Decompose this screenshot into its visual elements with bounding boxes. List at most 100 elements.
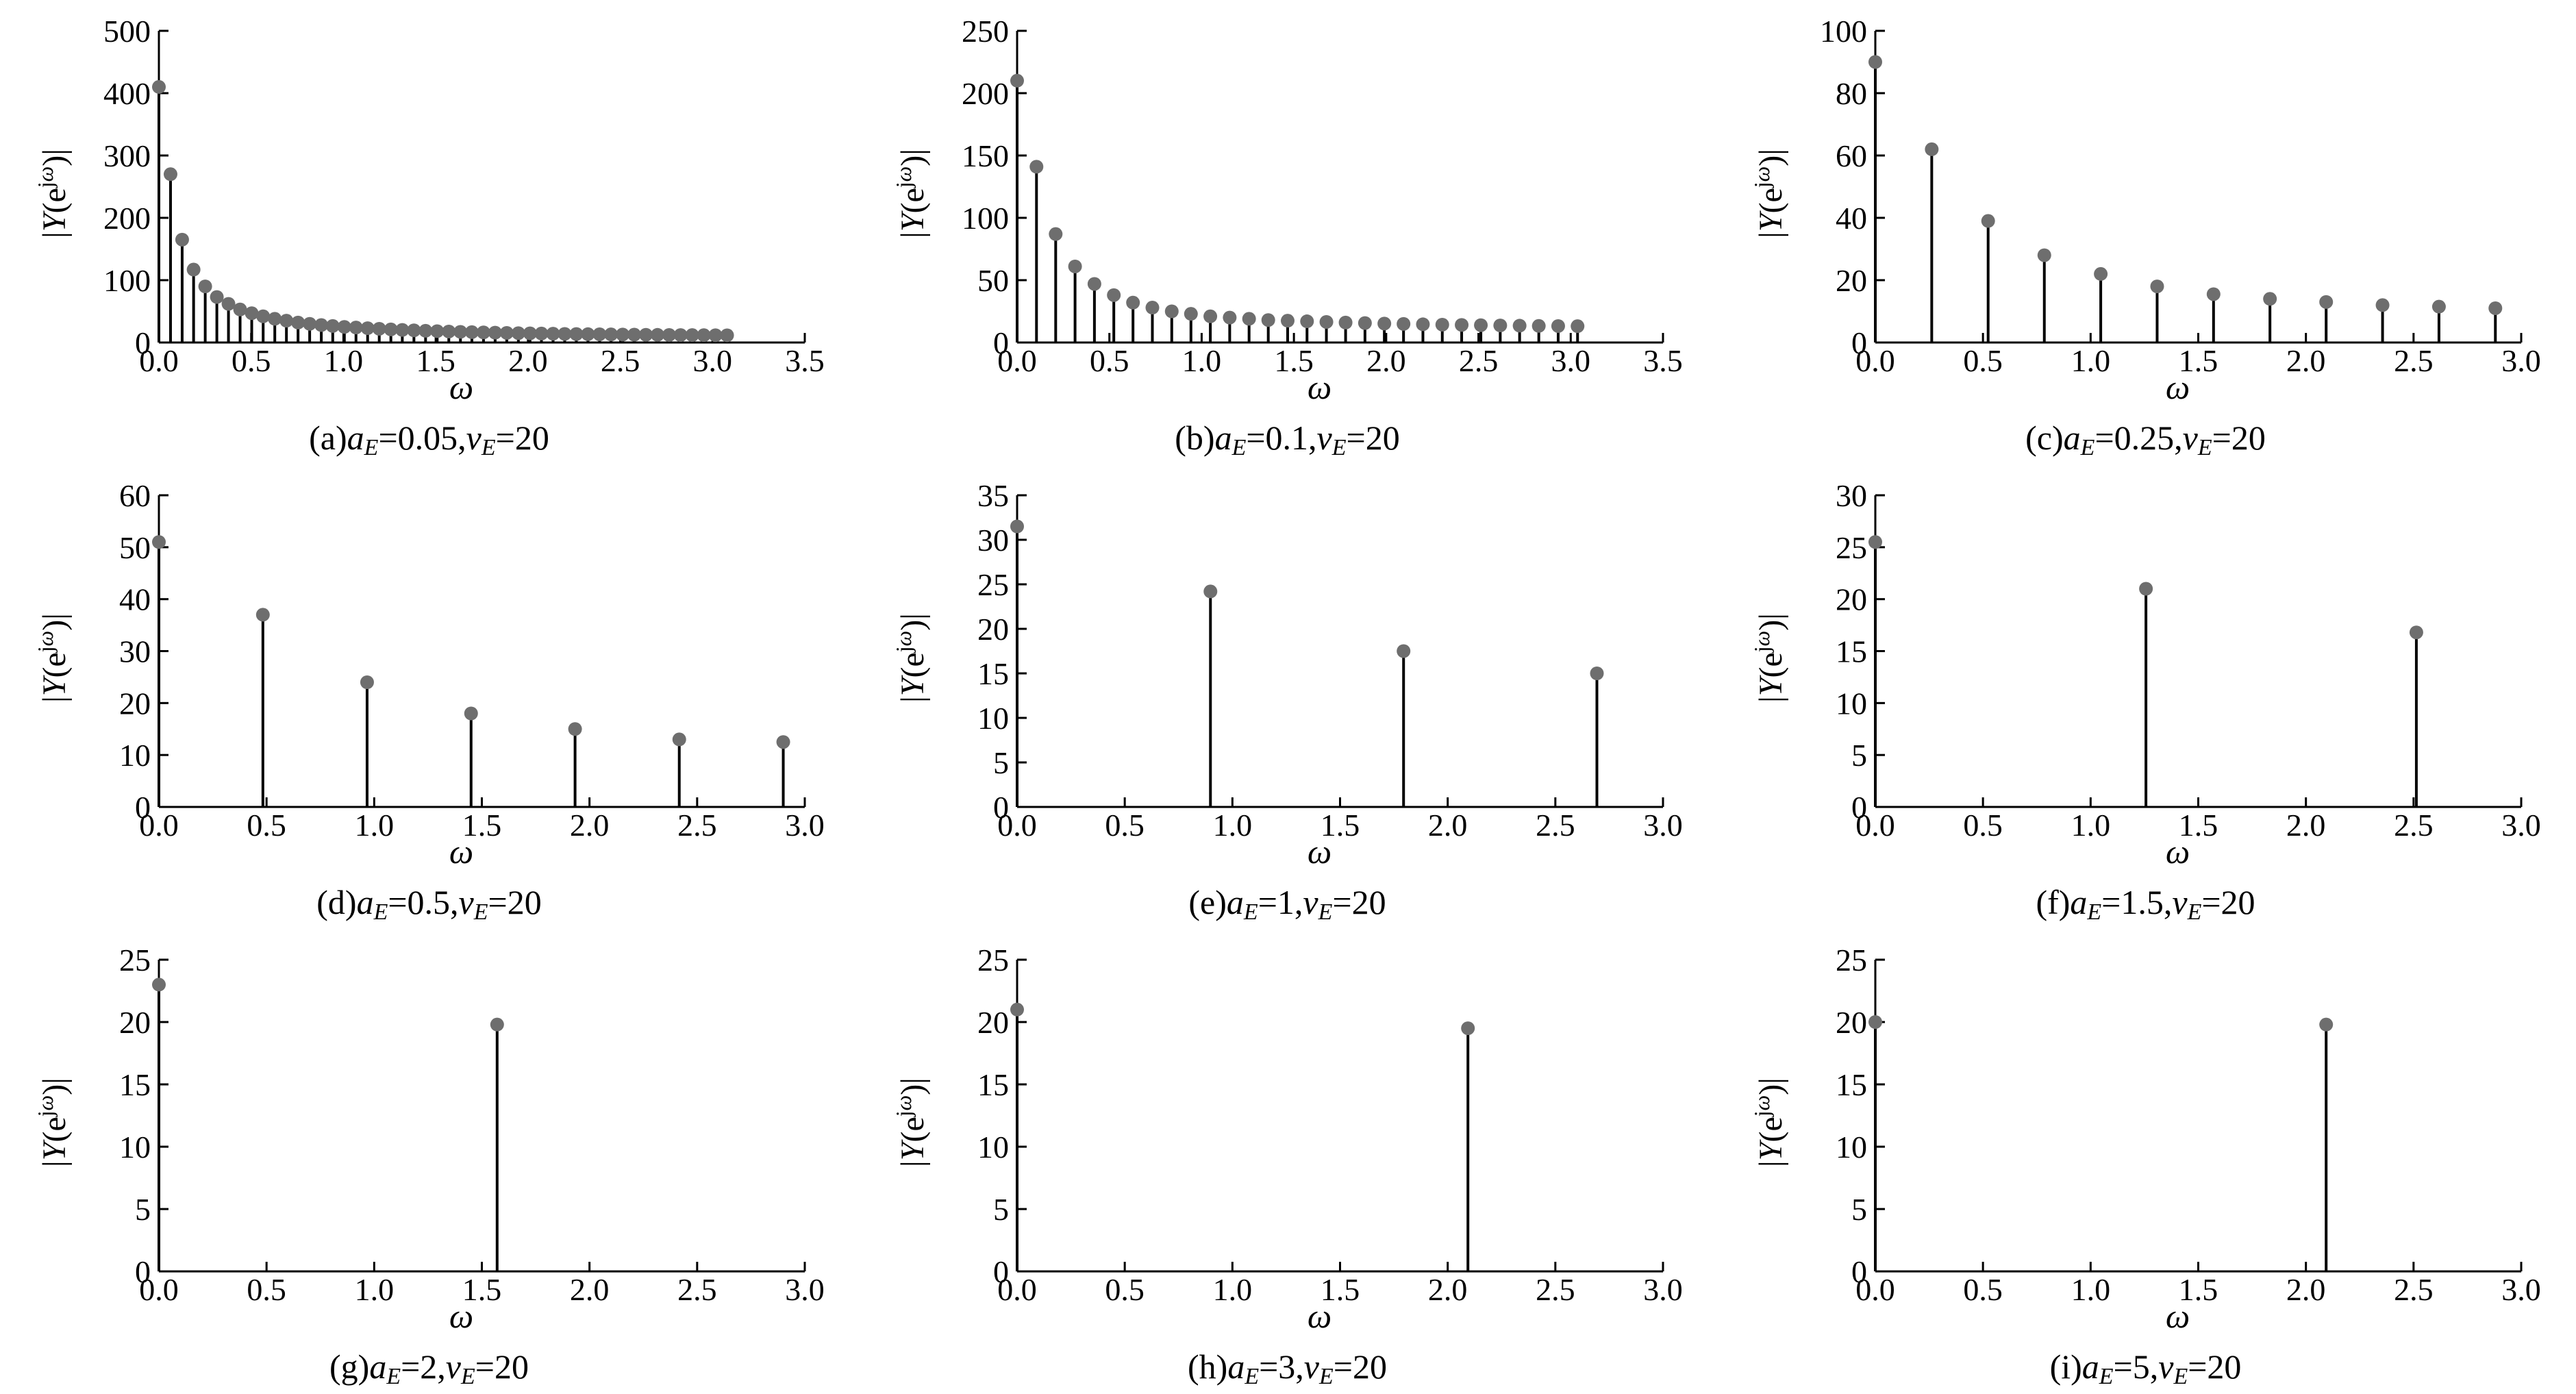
x-axis-label: ω — [1308, 368, 1331, 406]
x-tick-label: 2.0 — [1428, 1272, 1468, 1307]
subplot-d-svg: 0.0 0.5 1.0 1.5 2.0 2.5 3.0 0 10 20 30 40 50 60 ω |Y(ej… — [33, 478, 825, 871]
x-axis-label: ω — [449, 832, 473, 871]
stem-marker — [1319, 314, 1334, 329]
stem-marker — [464, 325, 479, 339]
y-tick-label: 0 — [135, 325, 151, 360]
stem-marker — [1868, 1015, 1882, 1029]
stem-marker — [442, 324, 456, 338]
subplot-caption: (i)aE=5,vE=20 — [2049, 1347, 2242, 1389]
y-axis-label: |Y(ejω)| — [33, 149, 73, 238]
x-tick-label: 3.0 — [785, 808, 825, 843]
x-tick-label: 0.0 — [997, 343, 1037, 378]
subplot-f: 0.0 0.5 1.0 1.5 2.0 2.5 3.0 0 5 10 15 20 25 30 ω |Y(ejω… — [1716, 464, 2575, 929]
stem-marker — [1435, 317, 1449, 332]
stem-marker — [175, 232, 189, 247]
x-tick-label: 0.0 — [997, 1272, 1037, 1307]
stem-marker — [1493, 319, 1508, 333]
x-tick-label: 3.0 — [693, 343, 733, 378]
x-tick-label: 1.0 — [2071, 343, 2111, 378]
y-tick-label: 30 — [977, 523, 1009, 558]
y-tick-label: 200 — [103, 201, 151, 236]
x-tick-label: 1.0 — [1213, 1272, 1253, 1307]
y-tick-label: 0 — [135, 790, 151, 825]
stem-marker — [255, 608, 270, 622]
stem-marker — [2150, 279, 2164, 294]
y-tick-label: 40 — [1836, 201, 1867, 236]
stem-marker — [1261, 313, 1275, 327]
y-tick-label: 100 — [962, 201, 1009, 236]
x-tick-label: 2.5 — [601, 343, 640, 378]
subplot-caption: (d)aE=0.5,vE=20 — [316, 883, 542, 925]
y-tick-label: 0 — [1851, 1254, 1867, 1289]
stem-marker — [604, 327, 618, 342]
x-tick-label: 3.0 — [785, 1272, 825, 1307]
stem-marker — [490, 1017, 504, 1032]
y-tick-label: 25 — [977, 567, 1009, 602]
y-tick-label: 15 — [977, 656, 1009, 691]
y-tick-label: 15 — [977, 1067, 1009, 1102]
x-tick-label: 2.0 — [508, 343, 548, 378]
stem-marker — [1010, 1002, 1024, 1017]
stem-marker — [627, 327, 642, 342]
stem-marker — [1203, 309, 1218, 323]
stem-marker — [152, 978, 166, 992]
x-tick-label: 1.0 — [1213, 808, 1253, 843]
y-tick-label: 100 — [1820, 14, 1867, 49]
x-tick-label: 0.5 — [247, 808, 286, 843]
x-tick-label: 1.0 — [324, 343, 364, 378]
y-tick-label: 5 — [993, 1192, 1009, 1227]
subplot-h: 0.0 0.5 1.0 1.5 2.0 2.5 3.0 0 5 10 15 20 25 ω |Y(ejω)|… — [858, 929, 1716, 1393]
stem-marker — [1338, 315, 1353, 329]
x-tick-label: 1.5 — [416, 343, 455, 378]
x-tick-label: 3.0 — [2501, 343, 2541, 378]
x-tick-label: 0.5 — [1105, 1272, 1145, 1307]
y-tick-label: 500 — [103, 14, 151, 49]
y-tick-label: 0 — [993, 325, 1009, 360]
stem-marker — [639, 327, 653, 342]
stem-marker — [221, 297, 236, 311]
stem-marker — [1868, 535, 1882, 549]
subplot-b: 0.0 0.5 1.0 1.5 2.0 2.5 3.0 3.5 0 50 100 150 200 250 ω… — [858, 0, 1716, 464]
subplot-caption: (b)aE=0.1,vE=20 — [1175, 419, 1400, 460]
stem-marker — [616, 327, 630, 342]
subplot-e: 0.0 0.5 1.0 1.5 2.0 2.5 3.0 0 5 10 15 20 25 30 35 ω |Y(e… — [858, 464, 1716, 929]
stem-marker — [2319, 295, 2334, 309]
stem-marker — [1010, 73, 1024, 88]
x-tick-label: 2.5 — [2394, 1272, 2434, 1307]
y-tick-label: 250 — [962, 14, 1009, 49]
stem-marker — [245, 306, 259, 321]
y-tick-label: 15 — [1836, 1067, 1867, 1102]
x-tick-label: 0.0 — [1855, 1272, 1895, 1307]
stem-marker — [464, 706, 478, 721]
stem-marker — [372, 321, 386, 336]
subplot-i-svg: 0.0 0.5 1.0 1.5 2.0 2.5 3.0 0 5 10 15 20 25 ω |Y(ejω)| — [1749, 943, 2541, 1335]
y-tick-label: 0 — [993, 790, 1009, 825]
subplot-h-svg: 0.0 0.5 1.0 1.5 2.0 2.5 3.0 0 5 10 15 20 25 ω |Y(ejω)| — [891, 943, 1683, 1335]
stem-marker — [720, 328, 734, 343]
stem-marker — [1029, 160, 1044, 174]
x-tick-label: 3.0 — [1551, 343, 1591, 378]
y-tick-label: 30 — [119, 634, 151, 669]
subplot-f-svg: 0.0 0.5 1.0 1.5 2.0 2.5 3.0 0 5 10 15 20 25 30 ω |Y(ejω… — [1749, 478, 2541, 871]
y-tick-label: 10 — [977, 701, 1009, 736]
y-tick-label: 400 — [103, 76, 151, 111]
stem-marker — [2206, 287, 2221, 301]
stem-marker — [1358, 316, 1372, 330]
stem-marker — [499, 325, 514, 340]
stem-marker — [418, 323, 433, 338]
stem-marker — [1925, 142, 1939, 156]
y-tick-label: 80 — [1836, 76, 1867, 111]
stem-marker — [1512, 319, 1527, 333]
stem-marker — [1377, 316, 1392, 331]
subplot-b-svg: 0.0 0.5 1.0 1.5 2.0 2.5 3.0 3.5 0 50 100 150 200 250 ω… — [891, 14, 1683, 406]
subplot-caption: (h)aE=3,vE=20 — [1188, 1347, 1387, 1389]
y-tick-label: 40 — [119, 582, 151, 617]
stem-marker — [384, 322, 398, 336]
stem-marker — [1397, 644, 1411, 658]
stem-marker — [511, 326, 525, 340]
x-tick-label: 1.5 — [2179, 343, 2218, 378]
y-tick-label: 50 — [977, 263, 1009, 298]
stem-marker — [546, 327, 560, 341]
stem-marker — [708, 328, 723, 343]
stem-marker — [1416, 317, 1430, 332]
